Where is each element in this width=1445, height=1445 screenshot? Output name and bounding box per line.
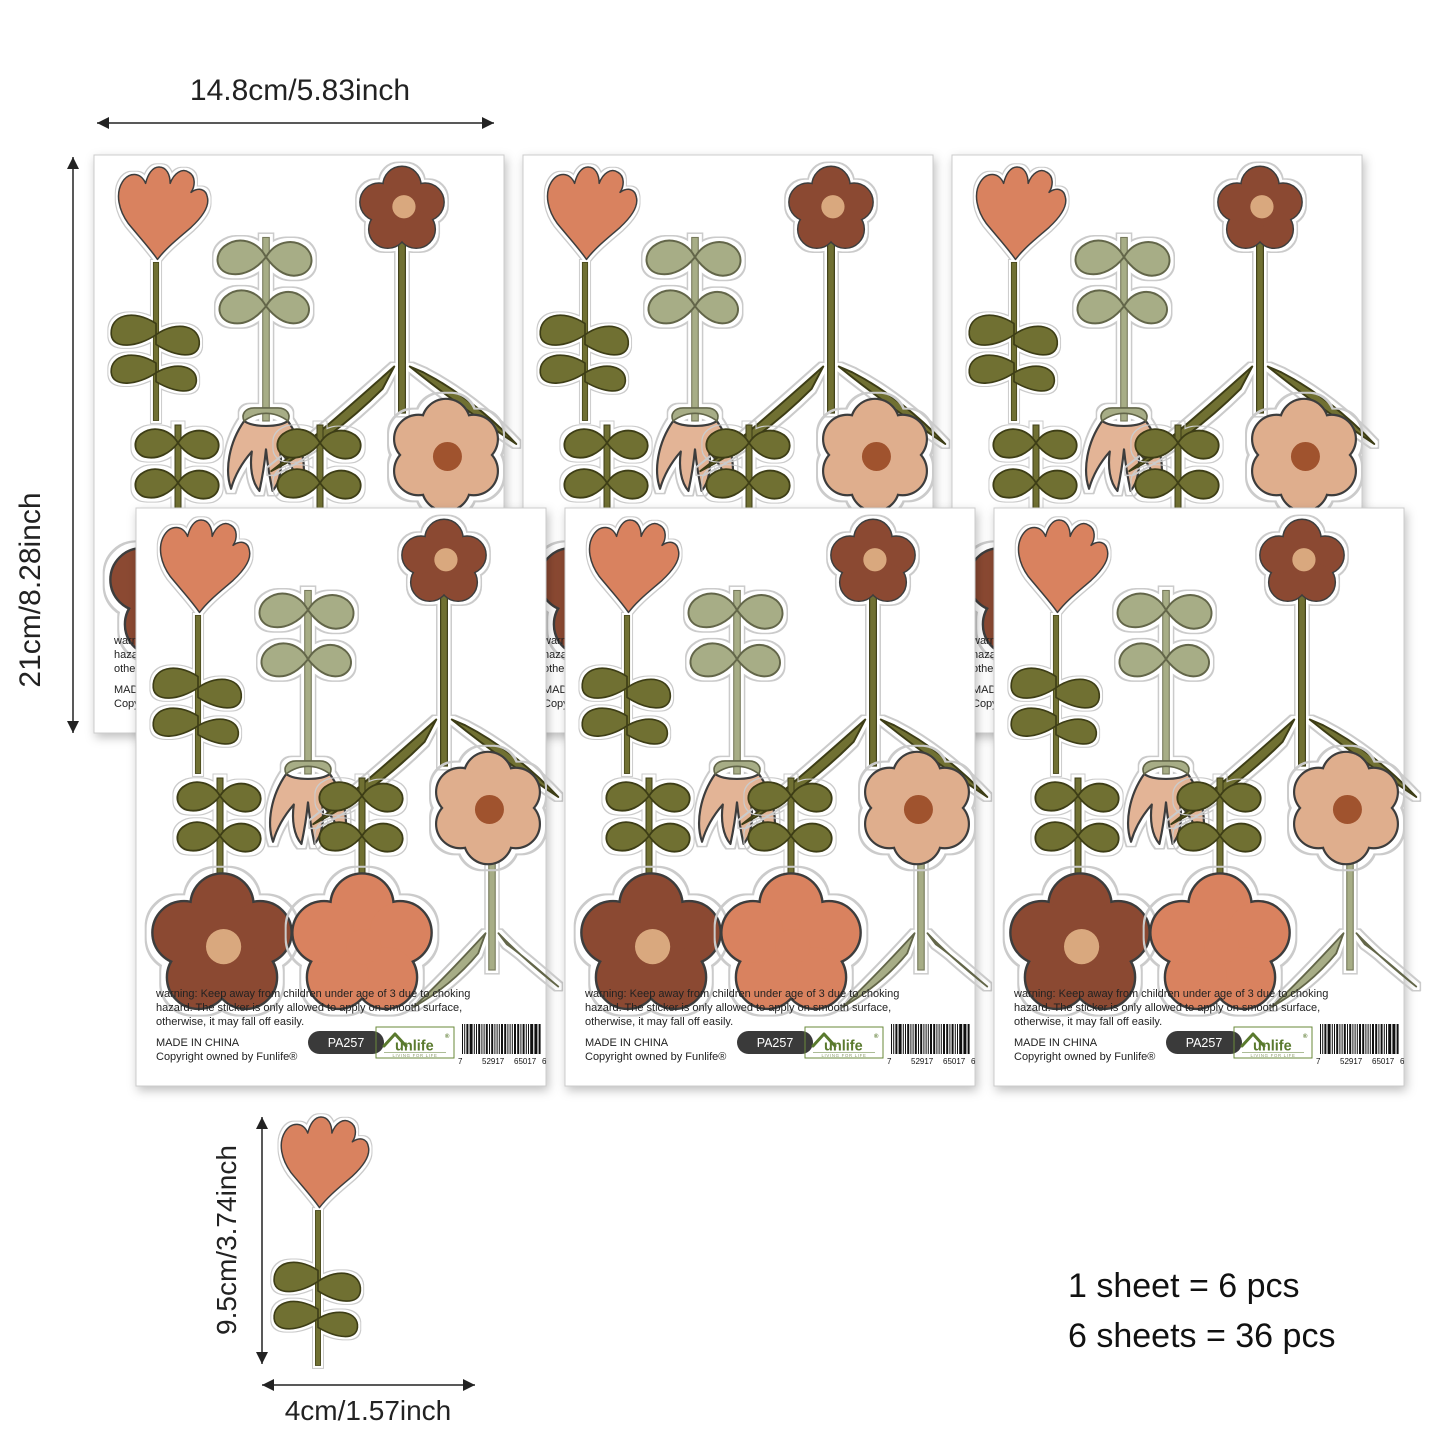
svg-text:14.8cm/5.83inch: 14.8cm/5.83inch	[190, 74, 410, 107]
svg-text:1 sheet = 6 pcs: 1 sheet = 6 pcs	[1068, 1267, 1300, 1305]
svg-text:21cm/8.28inch: 21cm/8.28inch	[14, 492, 47, 687]
svg-text:9.5cm/3.74inch: 9.5cm/3.74inch	[211, 1145, 242, 1335]
svg-text:4cm/1.57inch: 4cm/1.57inch	[285, 1395, 452, 1426]
svg-text:6 sheets = 36 pcs: 6 sheets = 36 pcs	[1068, 1317, 1335, 1355]
